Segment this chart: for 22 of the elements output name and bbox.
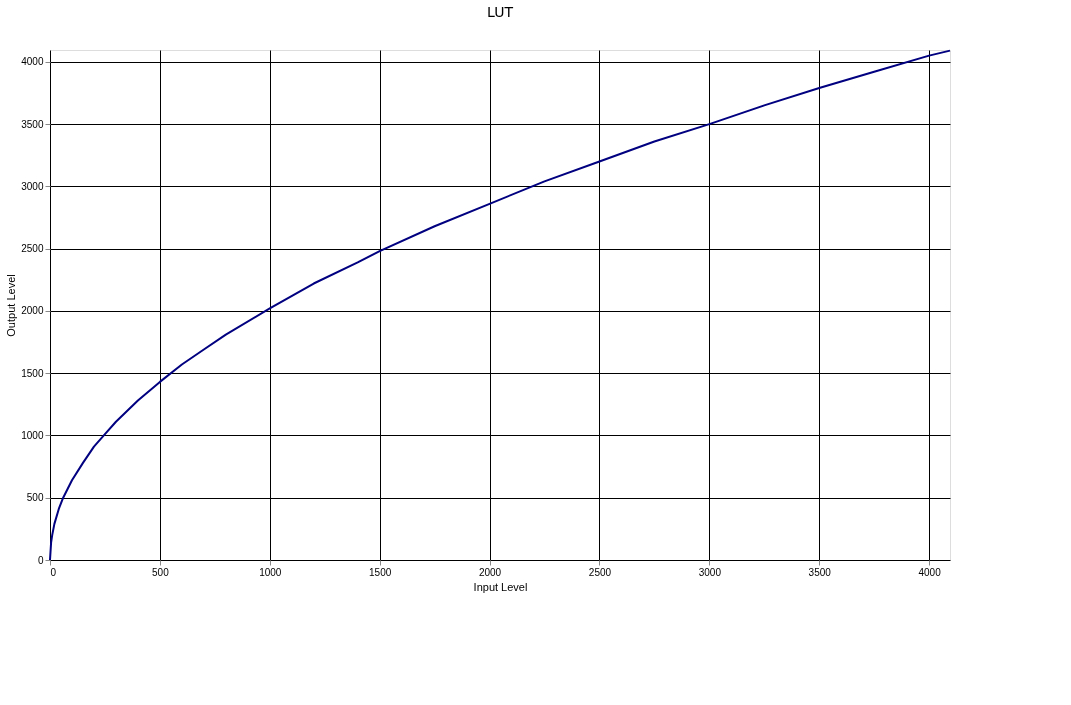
y-tick-label: 0 xyxy=(37,554,44,566)
y-tick-label: 1000 xyxy=(21,429,44,441)
x-tick-label: 4000 xyxy=(918,566,942,578)
y-tick-label: 2500 xyxy=(21,243,44,255)
x-tick-label: 2000 xyxy=(478,566,502,578)
x-tick-label: 3000 xyxy=(698,566,722,578)
y-tick-label: 3500 xyxy=(21,118,44,130)
x-tick-label: 500 xyxy=(152,566,170,578)
x-axis-title: Input Level xyxy=(473,580,528,593)
y-tick-label: 2000 xyxy=(21,305,44,317)
chart-title: LUT xyxy=(487,3,514,20)
x-tick-label: 0 xyxy=(50,566,57,578)
x-tick-label: 3500 xyxy=(808,566,832,578)
x-tick-label: 2500 xyxy=(588,566,612,578)
x-tick-label: 1000 xyxy=(259,566,282,578)
y-tick-label: 1500 xyxy=(21,367,44,379)
y-tick-label: 4000 xyxy=(21,56,44,68)
y-tick-label: 3000 xyxy=(21,180,44,192)
y-tick-label: 500 xyxy=(26,492,44,504)
line-series xyxy=(49,49,951,561)
y-axis-title: Output Level xyxy=(5,274,18,337)
x-tick-label: 1500 xyxy=(369,566,392,578)
